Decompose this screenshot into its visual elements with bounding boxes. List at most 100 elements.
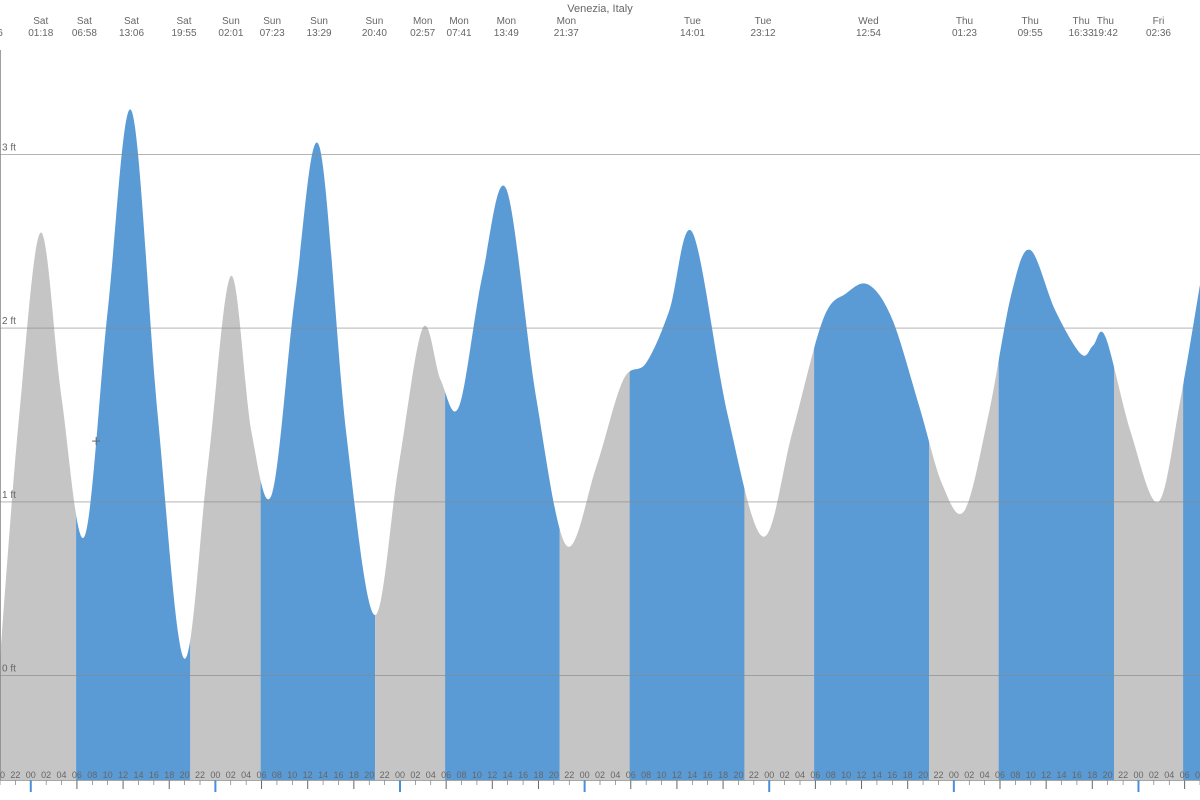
- x-axis-hour-label: 08: [272, 770, 282, 780]
- x-axis-hour-label: 18: [533, 770, 543, 780]
- x-axis-hour-label: 18: [349, 770, 359, 780]
- y-axis-label: 1 ft: [2, 490, 16, 501]
- x-axis-hour-label: 16: [703, 770, 713, 780]
- x-axis-hour-label: 22: [10, 770, 20, 780]
- tide-event-time: 13:06: [119, 28, 144, 39]
- x-axis-hour-label: 16: [333, 770, 343, 780]
- x-axis-hour-label: 20: [1103, 770, 1113, 780]
- x-axis-hour-label: 04: [1164, 770, 1174, 780]
- x-axis-hour-label: 10: [1026, 770, 1036, 780]
- tide-event-time: 06:58: [72, 28, 97, 39]
- x-axis-hour-label: 20: [918, 770, 928, 780]
- x-axis-hour-label: 04: [980, 770, 990, 780]
- y-axis-label: 3 ft: [2, 142, 16, 153]
- tide-event-day: Mon: [449, 16, 468, 27]
- tide-event-time: 16:33: [1069, 28, 1094, 39]
- tide-chart-svg: 0 ft1 ft2 ft3 ftVenezia, Italy6Sat01:18S…: [0, 0, 1200, 800]
- x-axis-hour-label: 14: [687, 770, 697, 780]
- x-axis-hour-label: 06: [626, 770, 636, 780]
- x-axis-hour-label: 00: [580, 770, 590, 780]
- tide-event-time: 02:01: [218, 28, 243, 39]
- tide-event-time: 14:01: [680, 28, 705, 39]
- tide-event-time: 02:57: [410, 28, 435, 39]
- tide-event-day: Mon: [497, 16, 516, 27]
- x-axis-hour-label: 02: [595, 770, 605, 780]
- x-axis-hour-label: 04: [795, 770, 805, 780]
- x-axis-hour-label: 10: [657, 770, 667, 780]
- x-axis-hour-label: 06: [995, 770, 1005, 780]
- x-axis-hour-label: 20: [733, 770, 743, 780]
- tide-event-time: 01:23: [952, 28, 977, 39]
- tide-event-day: Mon: [413, 16, 432, 27]
- tide-event-day: Wed: [858, 16, 878, 27]
- x-axis-hour-label: 08: [826, 770, 836, 780]
- tide-event-day: Sun: [222, 16, 240, 27]
- tide-event-time: 6: [0, 28, 3, 39]
- tide-event-time: 13:49: [494, 28, 519, 39]
- x-axis-hour-label: 08: [641, 770, 651, 780]
- tide-event-time: 21:37: [554, 28, 579, 39]
- tide-event-day: Sat: [77, 16, 92, 27]
- x-axis-hour-label: 10: [472, 770, 482, 780]
- x-axis-hour-label: 00: [395, 770, 405, 780]
- x-axis-hour-label: 18: [1087, 770, 1097, 780]
- tide-area: [0, 109, 1200, 780]
- x-axis-hour-label: 14: [503, 770, 513, 780]
- tide-event-day: Tue: [755, 16, 772, 27]
- x-axis-hour-label: 12: [672, 770, 682, 780]
- chart-title: Venezia, Italy: [567, 3, 633, 15]
- tide-event-time: 07:41: [447, 28, 472, 39]
- x-axis-hour-label: 08: [1010, 770, 1020, 780]
- tide-event-day: Thu: [1097, 16, 1114, 27]
- x-axis-hour-label: 06: [1180, 770, 1190, 780]
- tide-event-day: Sun: [310, 16, 328, 27]
- tide-event-day: Sun: [263, 16, 281, 27]
- x-axis-hour-label: 22: [1118, 770, 1128, 780]
- x-axis-hour-label: 22: [564, 770, 574, 780]
- tide-event-time: 23:12: [751, 28, 776, 39]
- x-axis-hour-label: 00: [949, 770, 959, 780]
- tide-event-time: 20:40: [362, 28, 387, 39]
- x-axis-hour-label: 04: [426, 770, 436, 780]
- tide-event-time: 09:55: [1018, 28, 1043, 39]
- tide-event-day: Sat: [124, 16, 139, 27]
- x-axis-hour-label: 08: [1195, 770, 1200, 780]
- x-axis-hour-label: 12: [857, 770, 867, 780]
- x-axis-hour-label: 12: [1041, 770, 1051, 780]
- x-axis-hour-label: 22: [749, 770, 759, 780]
- x-axis-hour-label: 18: [718, 770, 728, 780]
- tide-event-day: Sat: [33, 16, 48, 27]
- x-axis-hour-label: 02: [410, 770, 420, 780]
- x-axis-hour-label: 04: [241, 770, 251, 780]
- x-axis-hour-label: 14: [872, 770, 882, 780]
- x-axis-hour-label: 20: [0, 770, 5, 780]
- x-axis-hour-label: 02: [964, 770, 974, 780]
- tide-event-time: 07:23: [260, 28, 285, 39]
- tide-event-time: 02:36: [1146, 28, 1171, 39]
- tide-event-day: Sun: [365, 16, 383, 27]
- y-axis-label: 0 ft: [2, 664, 16, 675]
- x-axis-hour-label: 14: [1057, 770, 1067, 780]
- x-axis-hour-label: 02: [226, 770, 236, 780]
- tide-event-day: Thu: [956, 16, 973, 27]
- x-axis-hour-label: 12: [303, 770, 313, 780]
- x-axis-hour-label: 20: [180, 770, 190, 780]
- tide-event-day: Sat: [176, 16, 191, 27]
- tide-event-time: 12:54: [856, 28, 881, 39]
- x-axis-hour-label: 08: [457, 770, 467, 780]
- tide-event-day: Tue: [684, 16, 701, 27]
- tide-event-day: Thu: [1022, 16, 1039, 27]
- x-axis-hour-label: 14: [133, 770, 143, 780]
- x-axis-hour-label: 22: [195, 770, 205, 780]
- x-axis-hour-label: 16: [887, 770, 897, 780]
- x-axis-hour-label: 18: [903, 770, 913, 780]
- tide-event-time: 19:42: [1093, 28, 1118, 39]
- x-axis-hour-label: 18: [164, 770, 174, 780]
- tide-event-time: 13:29: [307, 28, 332, 39]
- x-axis-hour-label: 10: [103, 770, 113, 780]
- x-axis-hour-label: 16: [149, 770, 159, 780]
- x-axis-hour-label: 06: [257, 770, 267, 780]
- x-axis-hour-label: 04: [57, 770, 67, 780]
- x-axis-hour-label: 06: [441, 770, 451, 780]
- tide-event-day: Fri: [1153, 16, 1165, 27]
